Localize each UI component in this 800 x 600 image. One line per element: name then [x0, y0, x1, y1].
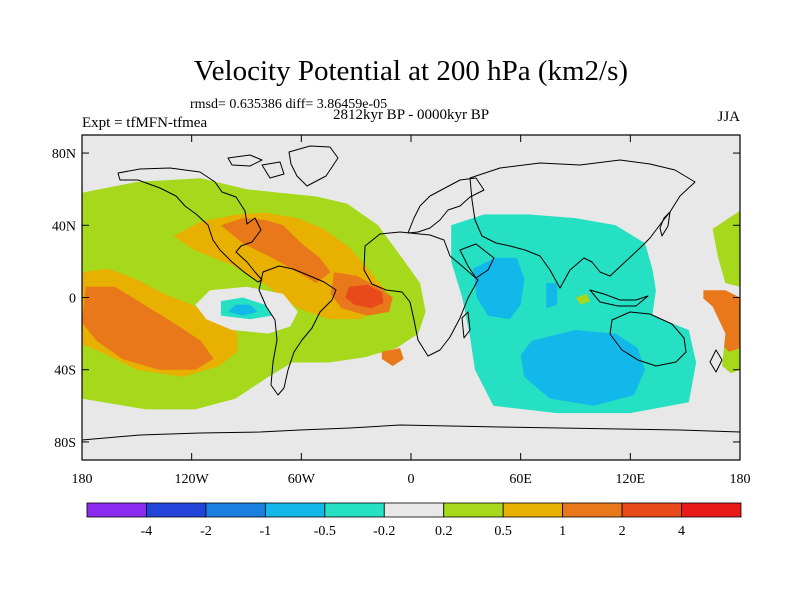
coastline-africa — [363, 231, 479, 357]
x-tick-label-2: 60W — [288, 472, 316, 487]
coastline-europe — [407, 177, 485, 234]
colorbar-label-0: -4 — [141, 524, 153, 539]
contour-region-8 — [381, 348, 404, 367]
coastline-asia — [469, 159, 696, 289]
contour-region-9 — [345, 284, 384, 309]
x-tick-label-3: 0 — [408, 472, 415, 487]
period-label: 2812kyr BP - 0000kyr BP — [333, 107, 489, 123]
contour-fill-layer — [82, 176, 740, 446]
colorbar-label-5: 0.2 — [435, 524, 453, 539]
colorbar-box-1 — [146, 502, 207, 518]
contour-region-10 — [703, 290, 740, 352]
coastline-new-zealand — [709, 349, 723, 373]
colorbar-box-3 — [264, 502, 326, 518]
colorbar-box-2 — [205, 502, 266, 518]
colorbar-box-4 — [324, 502, 385, 518]
y-tick-label-2: 0 — [69, 292, 76, 307]
x-tick-label-6: 180 — [730, 472, 751, 487]
coastline-indonesia — [589, 289, 649, 307]
coastline-greenland — [288, 145, 339, 187]
stats-text: rmsd= 0.635386 diff= 3.86459e-05 — [190, 97, 387, 112]
contour-region-17 — [546, 283, 558, 309]
coastline-arctic-islands — [227, 154, 285, 179]
contour-region-19 — [575, 293, 591, 305]
colorbar-box-0 — [86, 502, 147, 518]
chart-title: Velocity Potential at 200 hPa (km2/s) — [194, 55, 628, 87]
coastline-madagascar — [461, 311, 471, 339]
colorbar-label-9: 4 — [678, 524, 685, 539]
coastline-layer — [82, 145, 740, 441]
coastline-australia — [609, 311, 687, 367]
coastline-south-america — [258, 265, 337, 396]
colorbar-label-6: 0.5 — [494, 524, 512, 539]
x-tick-label-1: 120W — [175, 472, 210, 487]
x-tick-label-4: 60E — [509, 472, 532, 487]
y-tick-label-4: 80S — [54, 436, 76, 451]
colorbar-box-6 — [443, 502, 504, 518]
colorbar: -4 -2 -1 -0.5 -0.2 0.2 0.5 1 2 4 — [86, 502, 742, 539]
coastline-japan — [659, 211, 671, 237]
coastline-north-america — [117, 167, 263, 283]
colorbar-label-3: -0.5 — [314, 524, 336, 539]
contour-region-1 — [712, 210, 740, 287]
y-tick-label-0: 80N — [52, 147, 76, 162]
season-label: JJA — [717, 109, 740, 125]
experiment-label: Expt = tfMFN-tfmea — [82, 115, 207, 131]
x-axis: 180 120W 60W 0 60E 120E 180 — [72, 135, 751, 487]
contour-region-6 — [220, 218, 331, 284]
x-tick-label-5: 120E — [616, 472, 646, 487]
colorbar-label-1: -2 — [200, 524, 212, 539]
coastline-antarctica — [82, 424, 740, 441]
contour-region-13 — [228, 304, 258, 316]
y-tick-label-3: 40S — [54, 364, 76, 379]
coastline-arabia — [459, 243, 495, 279]
y-axis: 80N 40N 0 40S 80S — [52, 147, 740, 451]
colorbar-box-7 — [502, 502, 564, 518]
colorbar-box-9 — [621, 502, 682, 518]
x-tick-label-0: 180 — [72, 472, 93, 487]
contour-region-5 — [82, 286, 214, 370]
colorbar-box-10 — [681, 502, 742, 518]
colorbar-box-8 — [562, 502, 623, 518]
contour-region-18 — [520, 330, 645, 406]
contour-region-16 — [473, 257, 525, 320]
colorbar-label-7: 1 — [559, 524, 566, 539]
colorbar-box-5 — [383, 502, 445, 518]
colorbar-label-8: 2 — [619, 524, 626, 539]
y-tick-label-1: 40N — [52, 219, 76, 234]
colorbar-label-2: -1 — [260, 524, 272, 539]
colorbar-label-4: -0.2 — [373, 524, 395, 539]
